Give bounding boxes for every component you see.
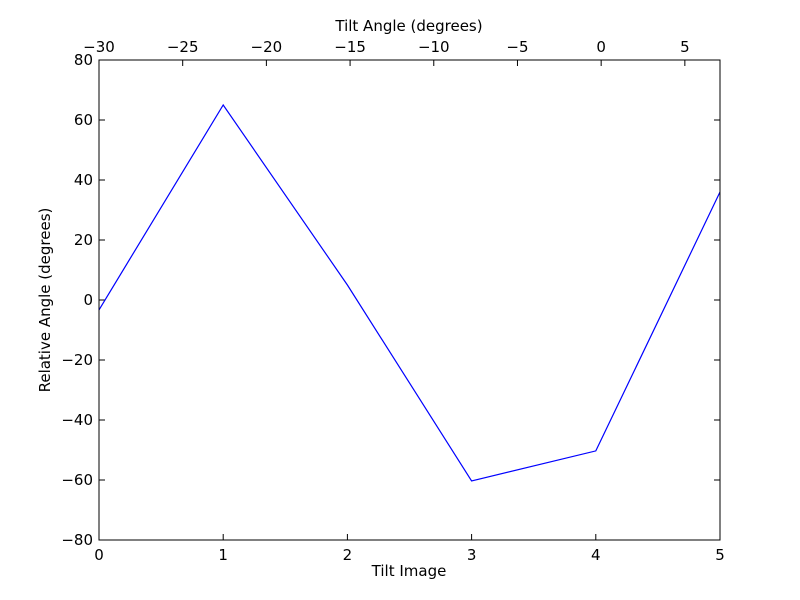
data-line bbox=[98, 103, 721, 482]
y-tick-label: 40 bbox=[74, 171, 93, 189]
top-tick-label: −30 bbox=[83, 38, 115, 56]
top-tick-label: 0 bbox=[596, 38, 606, 56]
top-tick-label: 5 bbox=[680, 38, 690, 56]
top-tick-label: −25 bbox=[167, 38, 199, 56]
top-axis-label: Tilt Angle (degrees) bbox=[334, 17, 482, 35]
y-tick-label: 0 bbox=[83, 291, 93, 309]
y-tick-label: 60 bbox=[74, 111, 93, 129]
x-tick-label: 2 bbox=[343, 546, 353, 564]
top-tick-label: −5 bbox=[506, 38, 528, 56]
y-tick-label: −80 bbox=[61, 531, 93, 549]
y-tick-label: −40 bbox=[61, 411, 93, 429]
x-axis-label: Tilt Image bbox=[371, 562, 447, 580]
top-tick-label: −20 bbox=[251, 38, 283, 56]
top-tick-label: −15 bbox=[334, 38, 366, 56]
plot-frame bbox=[98, 59, 721, 541]
x-tick-label: 5 bbox=[715, 546, 725, 564]
x-tick-label: 0 bbox=[94, 546, 104, 564]
y-axis-label: Relative Angle (degrees) bbox=[36, 208, 54, 393]
y-tick-label: −20 bbox=[61, 351, 93, 369]
y-tick-label: −60 bbox=[61, 471, 93, 489]
y-tick-label: 20 bbox=[74, 231, 93, 249]
x-tick-label: 3 bbox=[467, 546, 477, 564]
x-tick-label: 1 bbox=[218, 546, 228, 564]
x-tick-label: 4 bbox=[591, 546, 601, 564]
top-tick-label: −10 bbox=[418, 38, 450, 56]
y-tick-label: 80 bbox=[74, 51, 93, 69]
